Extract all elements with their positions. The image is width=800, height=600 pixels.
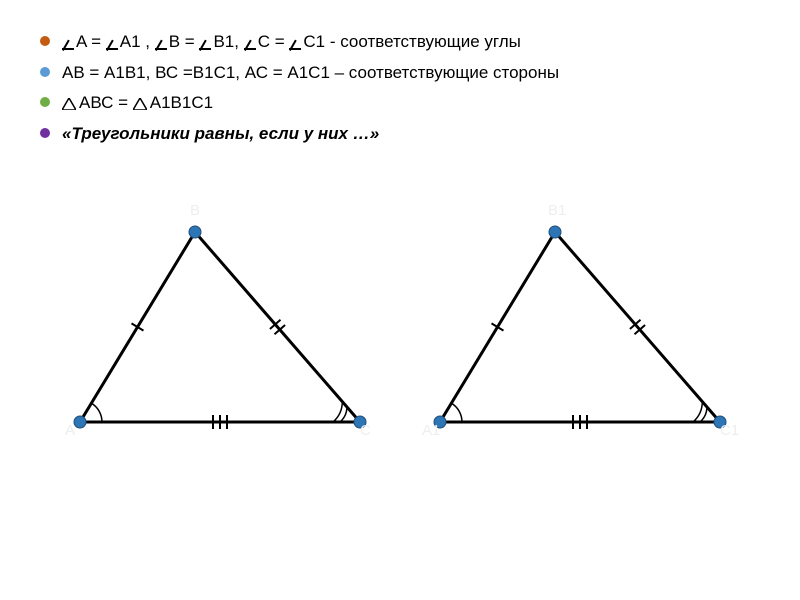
text-seg: АВС = [79,93,133,112]
angle-icon [62,36,74,50]
text-seg: C = [258,32,290,51]
triangle-left: B A C [60,207,380,447]
vertex-label-b: B [190,202,200,219]
text-seg: C1 - соответствующие углы [303,32,521,51]
bullet-item-4: «Треугольники равны, если у них …» [40,122,760,147]
text-seg: A1 , [120,32,155,51]
angle-icon [155,36,167,50]
vertex-label-b1: B1 [548,202,566,219]
diagram-row: B A C B1 A1 C1 [40,207,760,447]
vertex-label-c1: C1 [720,422,739,439]
text-seg: А1В1С1 [150,93,213,112]
bullet-list: A = A1 , B = B1, C = C1 - соответствующи… [40,30,760,147]
text-seg: B1, [213,32,243,51]
bullet-item-3: АВС = А1В1С1 [40,91,760,116]
vertex-label-a1: A1 [422,422,440,439]
angle-icon [289,36,301,50]
angle-icon [244,36,256,50]
quote-text: «Треугольники равны, если у них …» [62,124,379,143]
triangle-icon [62,98,76,110]
angle-icon [106,36,118,50]
angle-icon [199,36,211,50]
text-seg: B = [169,32,200,51]
text-seg: A = [76,32,106,51]
vertex-label-c: C [360,422,371,439]
triangle-right: B1 A1 C1 [420,207,740,447]
triangle-icon [133,98,147,110]
vertex-label-a: A [65,422,75,439]
bullet-item-2: АВ = А1В1, ВС =В1С1, АС = А1С1 – соответ… [40,61,760,86]
bullet-item-1: A = A1 , B = B1, C = C1 - соответствующи… [40,30,760,55]
bullet-text: АВ = А1В1, ВС =В1С1, АС = А1С1 – соответ… [62,63,559,82]
